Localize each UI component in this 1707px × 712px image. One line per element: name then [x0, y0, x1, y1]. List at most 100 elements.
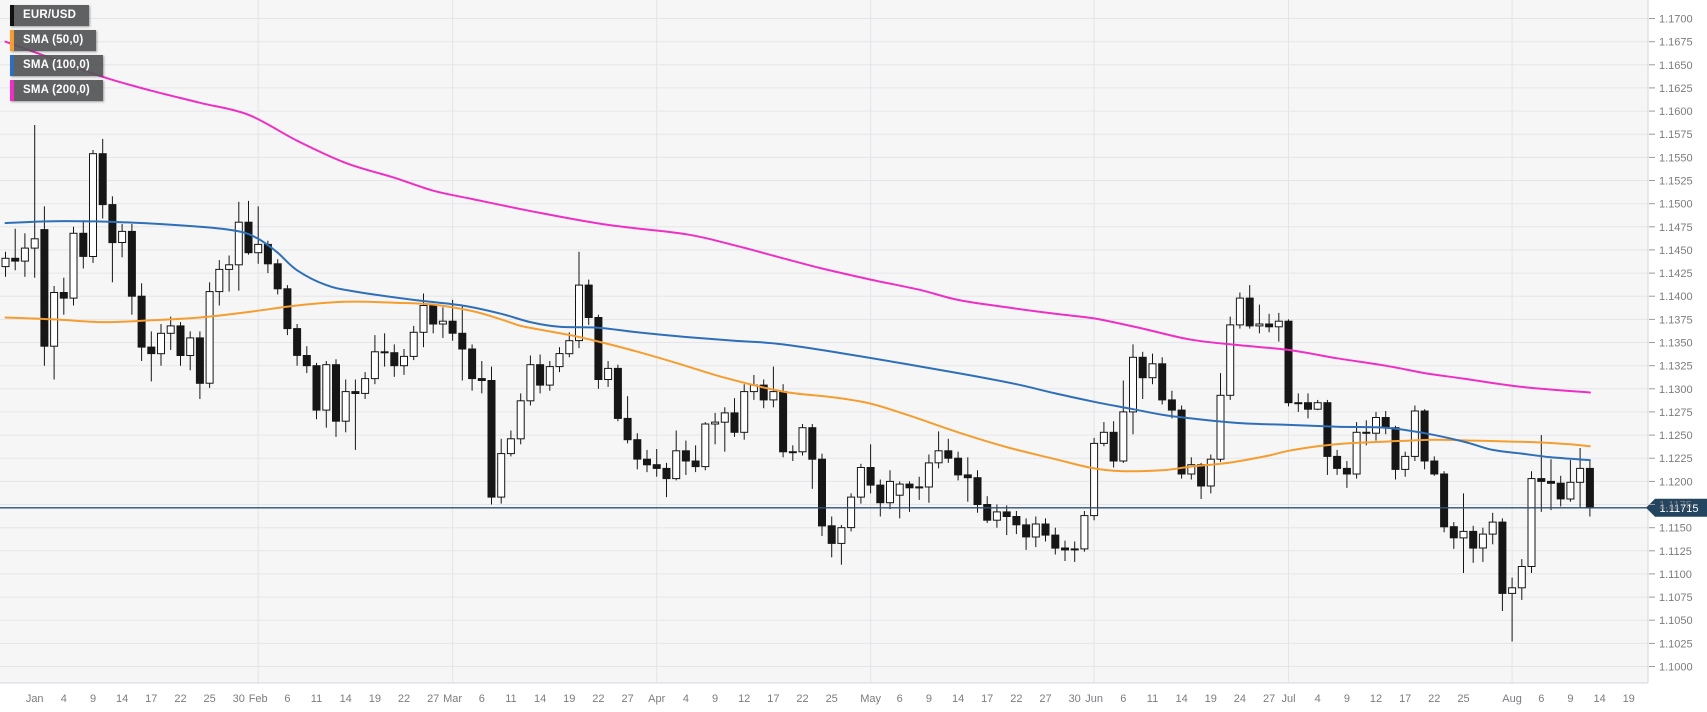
candle-body-down [613, 367, 622, 419]
legend-item-pair[interactable]: EUR/USD [10, 5, 90, 26]
candle-body-down [176, 325, 185, 356]
candle-body-down [390, 352, 399, 367]
candle-body-up [1080, 515, 1089, 550]
candle-body-down [876, 484, 885, 504]
candle-body-down [594, 317, 603, 380]
candle-body-down [1556, 482, 1565, 500]
candle-body-down [1469, 530, 1478, 549]
candle-body-down [477, 378, 486, 382]
candle-body-down [1537, 478, 1546, 482]
x-tick-label: Mar [443, 693, 462, 705]
y-tick-label: 1.1275 [1659, 407, 1693, 419]
candle-body-down [1061, 547, 1069, 551]
candle-body-up [1488, 521, 1497, 535]
candle-body-up [740, 391, 749, 433]
candle-body-up [1459, 530, 1468, 539]
candle-body-up [992, 511, 1001, 521]
candle-body-down [1167, 399, 1176, 411]
x-tick-label: 22 [592, 693, 604, 705]
candle-body-up [1216, 394, 1225, 460]
x-tick-label: 19 [369, 693, 381, 705]
y-tick-label: 1.1250 [1659, 430, 1693, 442]
candle-body-down [808, 427, 817, 460]
sma100-line [4, 220, 1591, 462]
y-tick-label: 1.1600 [1659, 106, 1693, 118]
candle-body-down [1547, 480, 1555, 484]
candles-series[interactable] [1, 125, 1594, 642]
candle-body-up [856, 467, 865, 498]
y-tick-label: 1.1650 [1659, 60, 1693, 72]
gridlines [0, 0, 1648, 683]
candle-body-up [506, 438, 515, 455]
y-tick-label: 1.1450 [1659, 245, 1693, 257]
y-tick-label: 1.1125 [1659, 546, 1692, 558]
x-tick-label: 11 [311, 693, 322, 705]
legend-color-bar [10, 80, 14, 101]
candle-body-down [1498, 521, 1507, 594]
candle-body-down [283, 288, 292, 330]
y-axis: 1.1000 1.1025 1.1050 1.1075 1.1100 1.1125 1.11… [1649, 14, 1693, 674]
x-tick-label: Feb [249, 693, 268, 705]
y-tick-label: 1.1025 [1659, 638, 1693, 650]
x-tick-label: 22 [1010, 693, 1022, 705]
candle-body-down [905, 483, 914, 489]
y-tick-label: 1.1475 [1659, 222, 1693, 234]
candle-body-down [1051, 534, 1060, 549]
y-tick-label: 1.1675 [1659, 37, 1693, 49]
legend-color-bar [10, 55, 14, 76]
candle-body-down [273, 263, 282, 290]
candle-body-up [370, 351, 379, 380]
candle-body-up [847, 496, 856, 529]
x-tick-label: 12 [1370, 693, 1382, 705]
candle-body-down [963, 474, 972, 479]
y-tick-label: 1.1400 [1659, 291, 1693, 303]
candle-body-up [1313, 402, 1322, 410]
candle-body-down [108, 204, 117, 244]
x-tick-label: 27 [1263, 693, 1275, 705]
x-tick-label: 14 [534, 693, 546, 705]
candle-body-down [1449, 526, 1458, 539]
candle-body-down [1245, 297, 1254, 327]
x-tick-label: 19 [563, 693, 575, 705]
candle-body-up [1274, 320, 1283, 328]
x-tick-label: 11 [505, 693, 516, 705]
x-tick-label: 22 [1428, 693, 1440, 705]
last-price-label: 1.11715 [1660, 503, 1699, 515]
candle-body-up [565, 340, 574, 355]
candle-body-down [147, 346, 156, 355]
candle-body-down [1440, 473, 1449, 528]
x-tick-label: 4 [683, 693, 689, 705]
candle-body-down [973, 477, 982, 506]
candle-body-down [1304, 402, 1312, 410]
candle-body-down [983, 504, 992, 521]
x-tick-label: 14 [1175, 693, 1187, 705]
candle-body-down [312, 365, 321, 411]
x-tick-label: 19 [1205, 693, 1217, 705]
candle-body-down [1585, 467, 1594, 509]
x-tick-label: 14 [952, 693, 964, 705]
candle-body-up [1148, 363, 1157, 379]
candle-body-up [118, 230, 127, 243]
x-tick-label: 27 [427, 693, 439, 705]
legend-item-sma200[interactable]: SMA (200,0) [10, 80, 103, 101]
candle-body-up [361, 378, 370, 394]
candle-body-down [827, 525, 836, 544]
candle-body-down [468, 348, 477, 380]
candle-body-down [458, 332, 467, 350]
legend-item-sma50[interactable]: SMA (50,0) [10, 30, 97, 51]
y-tick-label: 1.1350 [1659, 338, 1693, 350]
candle-body-down [623, 417, 632, 441]
y-tick-label: 1.1550 [1659, 152, 1693, 164]
y-tick-label: 1.1525 [1659, 176, 1693, 188]
candle-body-up [1031, 523, 1040, 538]
x-tick-label: 6 [897, 693, 903, 705]
candle-body-down [59, 292, 68, 299]
candle-body-up [1401, 455, 1410, 470]
x-tick-label: Jul [1281, 693, 1295, 705]
legend-item-sma100[interactable]: SMA (100,0) [10, 55, 103, 76]
candle-body-down [643, 458, 651, 466]
candle-body-up [157, 332, 165, 355]
last-price-badge: 1.11715 [1646, 498, 1707, 517]
candle-body-down [487, 380, 496, 498]
